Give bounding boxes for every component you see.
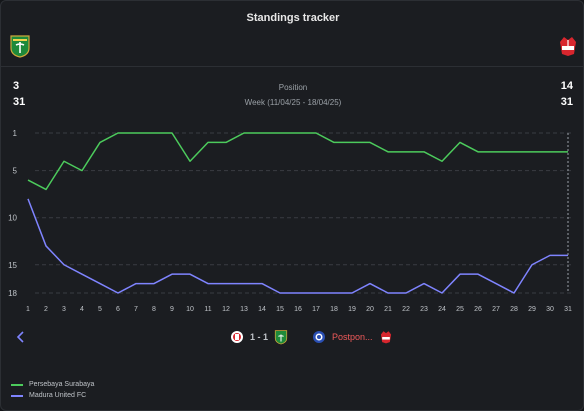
legend: Persebaya Surabaya Madura United FC bbox=[11, 379, 94, 401]
series-lines bbox=[27, 132, 568, 294]
match-status: Postpon... bbox=[332, 332, 373, 342]
x-tick-label-24: 24 bbox=[438, 306, 446, 313]
persebaya-small-logo-icon bbox=[274, 330, 288, 345]
x-tick-label-10: 10 bbox=[186, 306, 194, 313]
x-tick-label-4: 4 bbox=[80, 306, 84, 313]
x-tick-label-21: 21 bbox=[384, 306, 392, 313]
x-tick-label-20: 20 bbox=[366, 306, 374, 313]
header-divider bbox=[1, 66, 583, 67]
position-label: Position bbox=[278, 83, 308, 92]
legend-swatch-home bbox=[11, 383, 23, 386]
x-tick-label-22: 22 bbox=[402, 306, 410, 313]
y-tick-label-18: 18 bbox=[8, 289, 17, 298]
y-tick-label-1: 1 bbox=[13, 129, 18, 138]
x-tick-label-18: 18 bbox=[330, 306, 338, 313]
y-tick-label-15: 15 bbox=[8, 261, 17, 270]
x-tick-label-1: 1 bbox=[26, 306, 30, 313]
legend-item-away: Madura United FC bbox=[11, 390, 94, 401]
madura-united-logo-icon[interactable] bbox=[557, 34, 579, 58]
home-matches: 31 bbox=[13, 96, 26, 108]
grid bbox=[35, 132, 571, 294]
x-tick-label-19: 19 bbox=[348, 306, 356, 313]
x-tick-label-12: 12 bbox=[222, 306, 230, 313]
series-line-away bbox=[27, 198, 568, 294]
x-tick-label-29: 29 bbox=[528, 306, 536, 313]
x-tick-label-9: 9 bbox=[170, 306, 174, 313]
y-tick-label-5: 5 bbox=[13, 167, 18, 176]
away-matches: 31 bbox=[560, 96, 573, 108]
x-tick-label-11: 11 bbox=[204, 306, 211, 313]
match-result-2[interactable]: Postpon... bbox=[312, 327, 393, 347]
x-tick-label-31: 31 bbox=[564, 306, 572, 313]
y-tick-label-10: 10 bbox=[8, 214, 17, 223]
x-tick-label-5: 5 bbox=[98, 306, 102, 313]
away-position: 14 bbox=[560, 80, 573, 92]
arema-logo-icon bbox=[313, 331, 325, 343]
x-tick-label-7: 7 bbox=[134, 306, 138, 313]
series-line-home bbox=[27, 132, 568, 191]
x-tick-label-16: 16 bbox=[294, 306, 302, 313]
x-tick-label-27: 27 bbox=[492, 306, 500, 313]
previous-week-button[interactable] bbox=[13, 329, 29, 345]
match-result-1[interactable]: 1 - 1 bbox=[230, 327, 288, 347]
legend-label-home: Persebaya Surabaya bbox=[29, 381, 95, 388]
page-title: Standings tracker bbox=[246, 12, 340, 24]
legend-item-home: Persebaya Surabaya bbox=[11, 379, 94, 390]
x-tick-label-13: 13 bbox=[240, 306, 248, 313]
x-tick-label-15: 15 bbox=[276, 306, 284, 313]
x-tick-label-17: 17 bbox=[312, 306, 320, 313]
x-tick-label-2: 2 bbox=[44, 306, 48, 313]
x-tick-label-8: 8 bbox=[152, 306, 156, 313]
opponent-logo-icon bbox=[231, 331, 243, 343]
legend-swatch-away bbox=[11, 394, 23, 397]
x-tick-label-6: 6 bbox=[116, 306, 120, 313]
madura-small-logo-icon bbox=[380, 331, 391, 344]
week-label: Week (11/04/25 - 18/04/25) bbox=[244, 98, 342, 107]
match-score: 1 - 1 bbox=[250, 332, 269, 342]
persebaya-logo-icon[interactable] bbox=[9, 34, 31, 58]
x-tick-label-25: 25 bbox=[456, 306, 464, 313]
x-tick-label-26: 26 bbox=[474, 306, 482, 313]
x-tick-label-28: 28 bbox=[510, 306, 518, 313]
x-tick-label-23: 23 bbox=[420, 306, 428, 313]
x-tick-label-14: 14 bbox=[258, 306, 266, 313]
x-tick-label-30: 30 bbox=[546, 306, 554, 313]
chevron-left-icon bbox=[16, 331, 24, 343]
home-position: 3 bbox=[13, 80, 20, 92]
x-tick-label-3: 3 bbox=[62, 306, 66, 313]
legend-label-away: Madura United FC bbox=[29, 392, 87, 399]
x-axis: 1 2 3 4 5 6 7 8 9 10 11 12 13 14 15 16 17 18 19 20 21 22 23 24 2… bbox=[26, 306, 572, 313]
